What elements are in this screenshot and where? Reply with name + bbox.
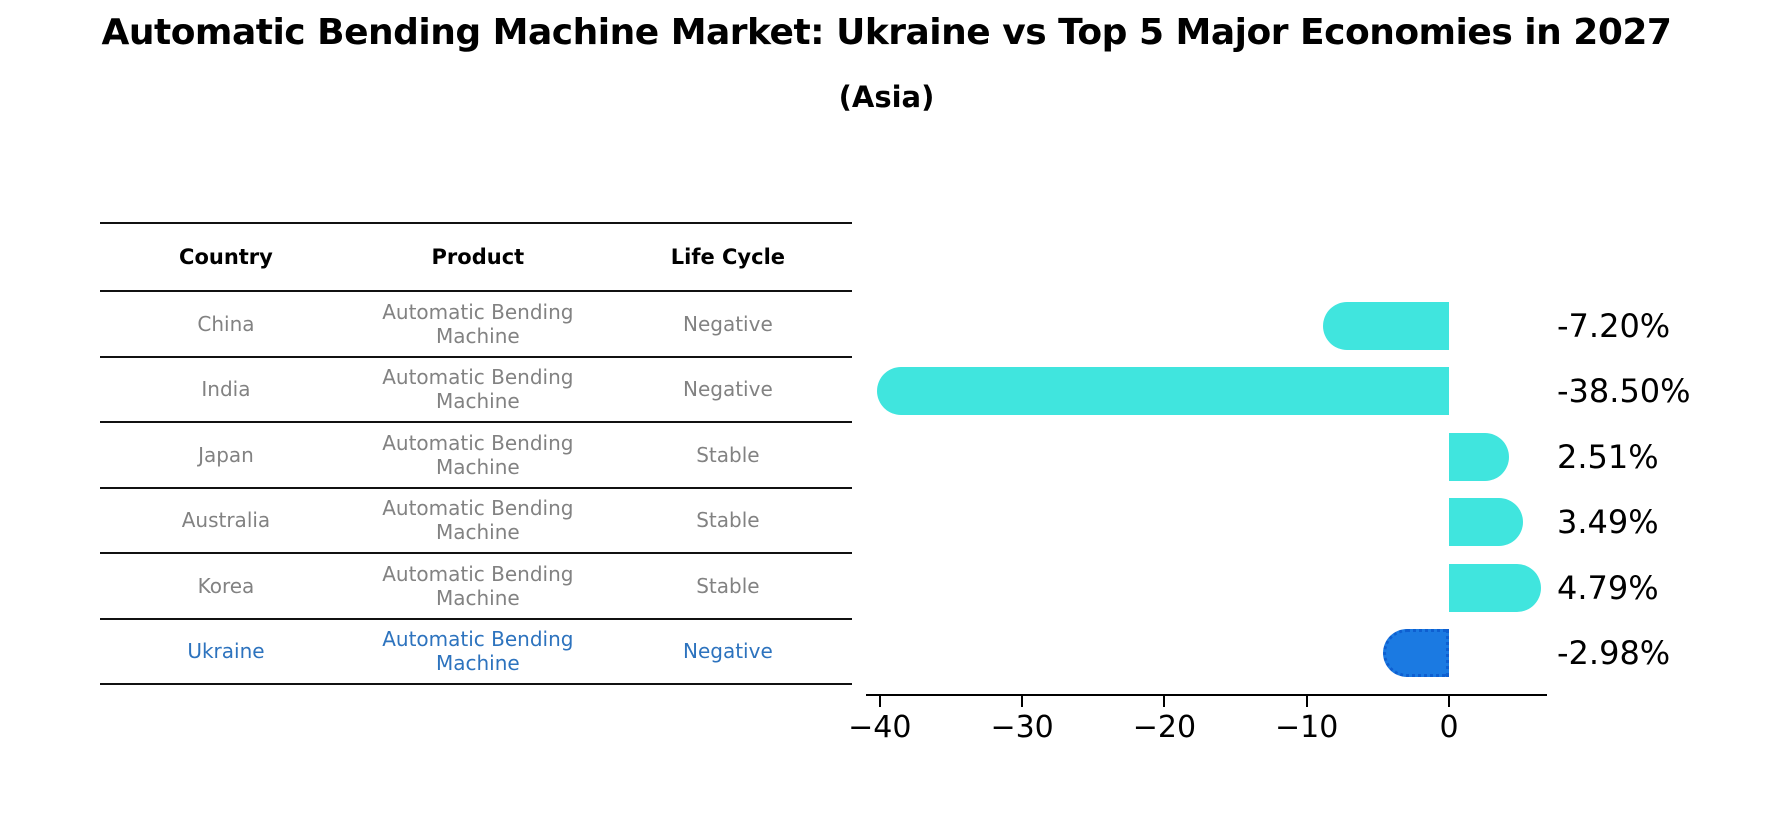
cell-country: Australia xyxy=(181,508,271,533)
cell-country: China xyxy=(197,311,255,336)
cell-product: Automatic Bending Machine xyxy=(382,365,574,414)
cell-product: Automatic Bending Machine xyxy=(382,299,574,348)
table-row-japan: Japan Automatic Bending Machine Stable xyxy=(100,423,852,489)
cell-country: Japan xyxy=(198,442,254,467)
cell-product: Automatic Bending Machine xyxy=(382,627,574,676)
x-tick-label--30: −30 xyxy=(990,710,1054,745)
table-row-korea: Korea Automatic Bending Machine Stable xyxy=(100,554,852,620)
bar-ukraine xyxy=(1382,629,1449,677)
bar-india xyxy=(877,367,1449,416)
chart-subtitle: (Asia) xyxy=(838,80,935,114)
x-tick--30 xyxy=(1021,696,1024,707)
bar-value-label-japan: 2.51% xyxy=(1557,437,1659,476)
x-tick--40 xyxy=(878,696,881,707)
x-tick-0 xyxy=(1448,696,1450,707)
table-row-china: China Automatic Bending Machine Negative xyxy=(100,292,852,358)
x-tick-label--20: −20 xyxy=(1132,710,1197,745)
cell-life-cycle: Negative xyxy=(683,311,773,336)
cell-product: Automatic Bending Machine xyxy=(382,496,574,545)
header-cell-product: Product xyxy=(431,245,525,269)
bar-korea xyxy=(1449,563,1542,612)
table-header-row: Country Product Life Cycle xyxy=(100,224,852,292)
table-row-australia: Australia Automatic Bending Machine Stable xyxy=(100,489,852,554)
bar-china xyxy=(1322,301,1449,350)
cell-life-cycle: Negative xyxy=(683,639,773,664)
table-body: China Automatic Bending Machine Negative In… xyxy=(100,292,852,685)
bar-australia xyxy=(1449,498,1523,547)
cell-life-cycle: Stable xyxy=(696,573,760,598)
cell-country: Ukraine xyxy=(187,639,265,664)
bar-value-label-ukraine: -2.98% xyxy=(1557,634,1671,672)
bar-value-label-india: -38.50% xyxy=(1557,372,1691,411)
cell-product: Automatic Bending Machine xyxy=(382,430,574,479)
table-row-ukraine: Ukraine Automatic Bending Machine Negative xyxy=(100,620,852,685)
cell-life-cycle: Stable xyxy=(696,508,760,533)
x-tick--10 xyxy=(1305,696,1308,707)
bar-value-label-australia: 3.49% xyxy=(1557,503,1659,542)
header-cell-country: Country xyxy=(179,245,273,269)
cell-life-cycle: Negative xyxy=(683,377,773,402)
cell-country: Korea xyxy=(197,573,255,598)
cell-country: India xyxy=(201,377,251,402)
x-axis xyxy=(865,694,1548,696)
table-row-india: India Automatic Bending Machine Negative xyxy=(100,358,852,423)
cell-product: Automatic Bending Machine xyxy=(382,561,574,610)
x-tick-label--10: −10 xyxy=(1275,710,1339,745)
bar-value-label-korea: 4.79% xyxy=(1557,568,1659,607)
chart-title: Automatic Bending Machine Market: Ukrain… xyxy=(101,12,1672,53)
x-tick--20 xyxy=(1163,696,1166,707)
cell-life-cycle: Stable xyxy=(696,442,760,467)
summary-table: Country Product Life Cycle China Automati… xyxy=(100,222,852,685)
bar-value-label-china: -7.20% xyxy=(1557,306,1671,345)
x-tick-label--40: −40 xyxy=(848,710,912,745)
bar-japan xyxy=(1449,432,1509,481)
x-tick-label-0: 0 xyxy=(1439,710,1459,745)
header-cell-life-cycle: Life Cycle xyxy=(670,245,786,269)
